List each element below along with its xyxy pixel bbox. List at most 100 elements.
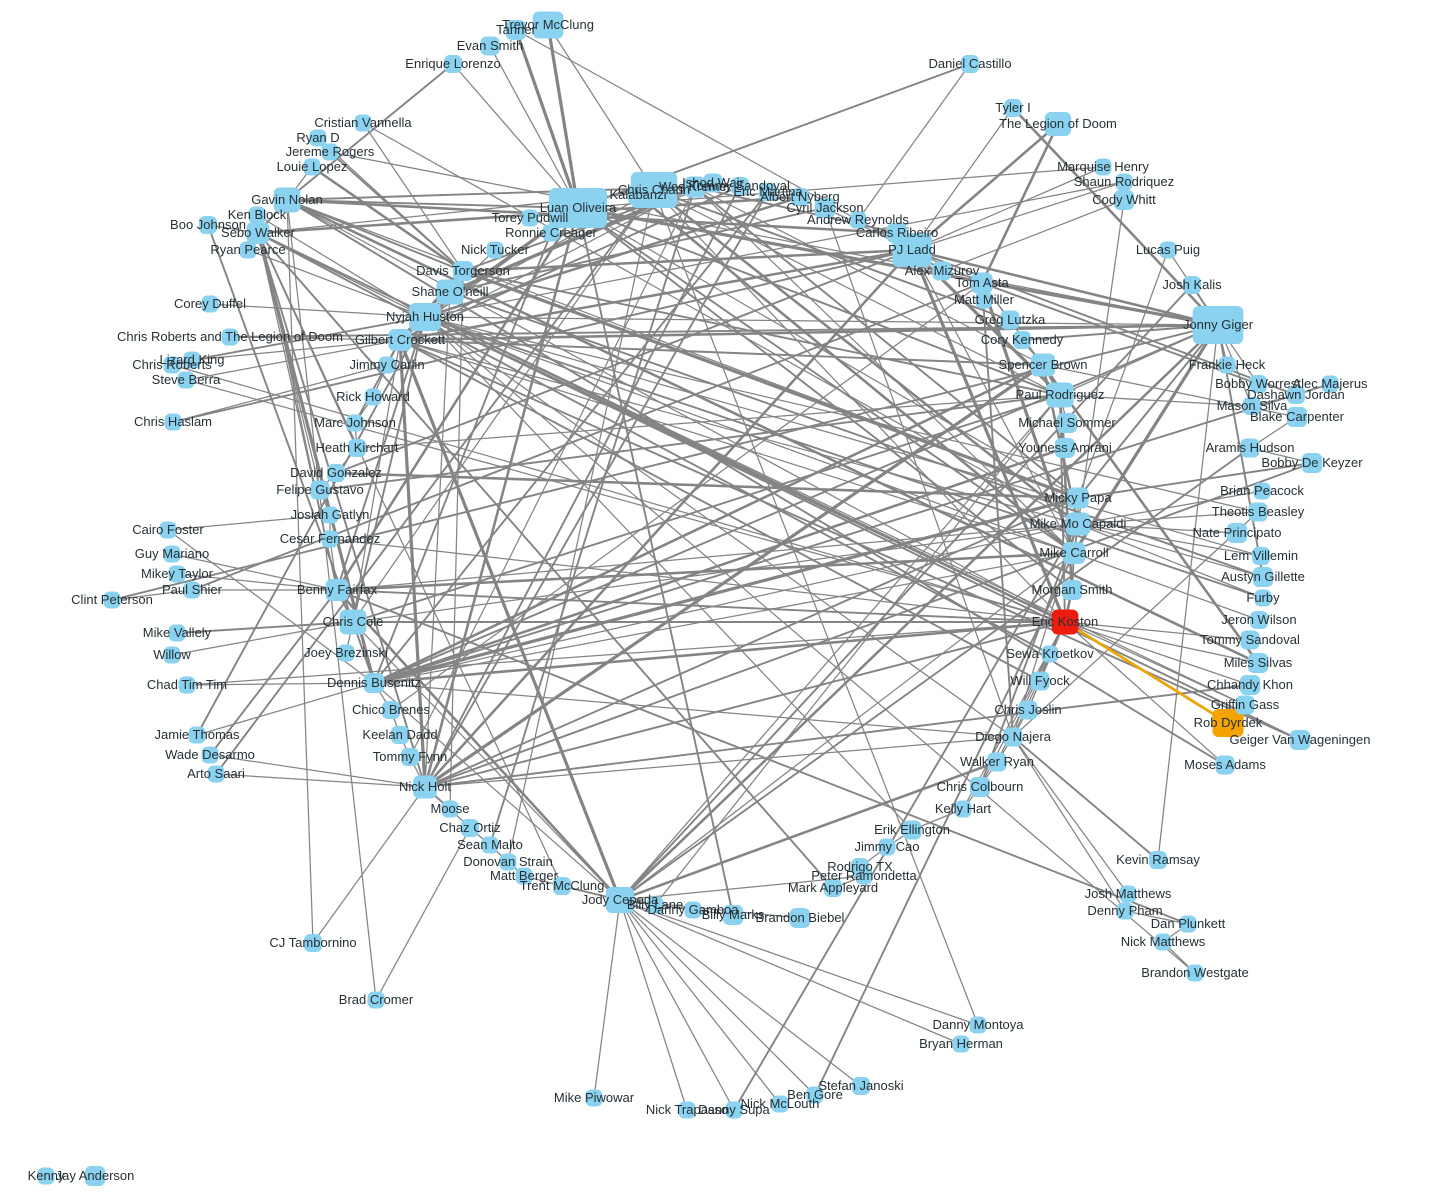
svg-text:Chhandy Khon: Chhandy Khon xyxy=(1207,677,1293,692)
svg-text:Joey Brezinski: Joey Brezinski xyxy=(304,645,388,660)
svg-text:Aramis Hudson: Aramis Hudson xyxy=(1206,440,1295,455)
svg-text:Chris Cole: Chris Cole xyxy=(323,614,384,629)
svg-text:Walker Ryan: Walker Ryan xyxy=(960,754,1034,769)
svg-text:Paul Rodriguez: Paul Rodriguez xyxy=(1016,387,1105,402)
svg-text:Theotis Beasley: Theotis Beasley xyxy=(1212,504,1305,519)
svg-text:Geiger Van Wageningen: Geiger Van Wageningen xyxy=(1230,732,1371,747)
svg-text:Austyn Gillette: Austyn Gillette xyxy=(1221,569,1305,584)
svg-text:CJ Tambornino: CJ Tambornino xyxy=(269,935,356,950)
svg-text:Kevin Ramsay: Kevin Ramsay xyxy=(1116,852,1200,867)
svg-text:Micky Papa: Micky Papa xyxy=(1044,490,1112,505)
svg-text:Will Fyock: Will Fyock xyxy=(1010,673,1070,688)
svg-text:Wade Desarmo: Wade Desarmo xyxy=(165,747,255,762)
svg-text:Ryan Pearce: Ryan Pearce xyxy=(210,242,285,257)
svg-text:Mike Vallely: Mike Vallely xyxy=(143,625,212,640)
svg-text:Kelly Hart: Kelly Hart xyxy=(935,801,992,816)
svg-text:Tommy Sandoval: Tommy Sandoval xyxy=(1200,632,1300,647)
svg-text:Nick Tucker: Nick Tucker xyxy=(461,242,530,257)
svg-text:Jimmy Cao: Jimmy Cao xyxy=(854,839,919,854)
svg-text:Benny Fairfax: Benny Fairfax xyxy=(297,582,378,597)
svg-text:Morgan Smith: Morgan Smith xyxy=(1032,582,1113,597)
svg-text:Jay Anderson: Jay Anderson xyxy=(56,1168,135,1183)
svg-text:Jeron Wilson: Jeron Wilson xyxy=(1221,612,1296,627)
svg-text:Guy Mariano: Guy Mariano xyxy=(135,546,209,561)
svg-text:Steve Berra: Steve Berra xyxy=(152,372,221,387)
svg-text:Cristian Vannella: Cristian Vannella xyxy=(314,115,412,130)
svg-text:Cory Kennedy: Cory Kennedy xyxy=(981,332,1064,347)
svg-text:Paul Shier: Paul Shier xyxy=(162,582,223,597)
svg-text:Davis Torgerson: Davis Torgerson xyxy=(416,263,510,278)
svg-text:Willow: Willow xyxy=(153,647,191,662)
svg-text:Kenny: Kenny xyxy=(28,1168,65,1183)
svg-text:Ronnie Creager: Ronnie Creager xyxy=(505,225,597,240)
svg-text:Tyler I: Tyler I xyxy=(995,100,1030,115)
svg-text:Ken Block: Ken Block xyxy=(228,207,287,222)
svg-text:Moses Adams: Moses Adams xyxy=(1184,757,1266,772)
svg-text:Michael Sommer: Michael Sommer xyxy=(1018,415,1116,430)
svg-text:Spencer Brown: Spencer Brown xyxy=(999,357,1088,372)
svg-text:Carlos Ribeiro: Carlos Ribeiro xyxy=(856,225,938,240)
svg-text:Greg Lutzka: Greg Lutzka xyxy=(975,312,1047,327)
svg-text:Jonny Giger: Jonny Giger xyxy=(1183,317,1254,332)
svg-text:Keelan Dadd: Keelan Dadd xyxy=(362,727,437,742)
svg-text:Griffin Gass: Griffin Gass xyxy=(1211,697,1280,712)
svg-text:Furby: Furby xyxy=(1246,590,1280,605)
svg-text:Enrique Lorenzo: Enrique Lorenzo xyxy=(405,56,500,71)
svg-text:Diego Najera: Diego Najera xyxy=(975,729,1052,744)
svg-text:Moose: Moose xyxy=(430,801,469,816)
svg-text:David Gonzalez: David Gonzalez xyxy=(290,465,382,480)
svg-text:Peter Ramondetta: Peter Ramondetta xyxy=(811,868,917,883)
svg-text:Shaun Rodriquez: Shaun Rodriquez xyxy=(1074,174,1174,189)
svg-text:Eric Koston: Eric Koston xyxy=(1032,614,1098,629)
svg-text:Alex Mizurov: Alex Mizurov xyxy=(905,263,980,278)
svg-text:PJ Ladd: PJ Ladd xyxy=(888,242,936,257)
svg-text:Frankie Heck: Frankie Heck xyxy=(1189,357,1266,372)
svg-text:Rick Howard: Rick Howard xyxy=(336,389,410,404)
svg-text:Torey Pudwill: Torey Pudwill xyxy=(492,210,569,225)
svg-text:Tommy Fynn: Tommy Fynn xyxy=(373,749,447,764)
svg-text:Gavin Nolan: Gavin Nolan xyxy=(251,192,323,207)
svg-text:Louie Lopez: Louie Lopez xyxy=(277,159,348,174)
svg-text:Cody Whitt: Cody Whitt xyxy=(1092,192,1156,207)
svg-text:Lizard King: Lizard King xyxy=(159,352,224,367)
svg-text:Albert Nyberg: Albert Nyberg xyxy=(760,189,839,204)
svg-text:Brandon Westgate: Brandon Westgate xyxy=(1141,965,1248,980)
svg-text:Andrew Reynolds: Andrew Reynolds xyxy=(807,212,909,227)
svg-text:Gilbert Crockett: Gilbert Crockett xyxy=(355,332,446,347)
svg-text:Sean Malto: Sean Malto xyxy=(457,837,523,852)
svg-text:Chris Joslin: Chris Joslin xyxy=(994,702,1061,717)
svg-text:Bobby De Keyzer: Bobby De Keyzer xyxy=(1261,455,1363,470)
svg-text:Kalabanzi: Kalabanzi xyxy=(609,187,666,202)
svg-text:Chico Brenes: Chico Brenes xyxy=(352,702,431,717)
svg-text:Jereme Rogers: Jereme Rogers xyxy=(286,144,375,159)
svg-text:Nate Principato: Nate Principato xyxy=(1193,525,1282,540)
svg-text:Chad Tim Tim: Chad Tim Tim xyxy=(147,677,227,692)
svg-text:Shane O'neill: Shane O'neill xyxy=(412,284,489,299)
svg-text:Mason Silva: Mason Silva xyxy=(1217,398,1289,413)
svg-text:Cairo Foster: Cairo Foster xyxy=(132,522,204,537)
svg-text:Jimmy Carlin: Jimmy Carlin xyxy=(349,357,424,372)
svg-text:Danny Gamboa: Danny Gamboa xyxy=(647,902,739,917)
svg-text:Sewa Kroetkov: Sewa Kroetkov xyxy=(1006,646,1094,661)
svg-text:Chris Roberts and The Legion o: Chris Roberts and The Legion of Doom xyxy=(117,329,343,344)
svg-text:Brandon Biebel: Brandon Biebel xyxy=(756,910,845,925)
svg-text:The Legion of Doom: The Legion of Doom xyxy=(999,116,1117,131)
svg-text:Nyjah Huston: Nyjah Huston xyxy=(386,309,464,324)
svg-text:Mike Mo Capaldi: Mike Mo Capaldi xyxy=(1030,516,1127,531)
svg-text:Cesar Fernandez: Cesar Fernandez xyxy=(280,531,380,546)
svg-text:Evan Smith: Evan Smith xyxy=(457,38,523,53)
svg-text:Alec Majerus: Alec Majerus xyxy=(1292,376,1368,391)
svg-text:Felipe Gustavo: Felipe Gustavo xyxy=(276,482,363,497)
svg-text:Josiah Gatlyn: Josiah Gatlyn xyxy=(291,507,370,522)
svg-text:Marquise Henry: Marquise Henry xyxy=(1057,159,1149,174)
svg-text:Mike Carroll: Mike Carroll xyxy=(1039,545,1108,560)
svg-text:Dan Plunkett: Dan Plunkett xyxy=(1151,916,1226,931)
svg-text:Tanner: Tanner xyxy=(496,22,536,37)
svg-text:Ben Gore: Ben Gore xyxy=(787,1087,843,1102)
svg-text:Erik Ellington: Erik Ellington xyxy=(874,822,950,837)
svg-text:Arto Saari: Arto Saari xyxy=(187,766,245,781)
svg-text:Nick Holt: Nick Holt xyxy=(399,779,451,794)
svg-text:Brian Peacock: Brian Peacock xyxy=(1220,483,1304,498)
svg-text:Matt Berger: Matt Berger xyxy=(490,868,559,883)
svg-text:Chris Colbourn: Chris Colbourn xyxy=(937,779,1024,794)
